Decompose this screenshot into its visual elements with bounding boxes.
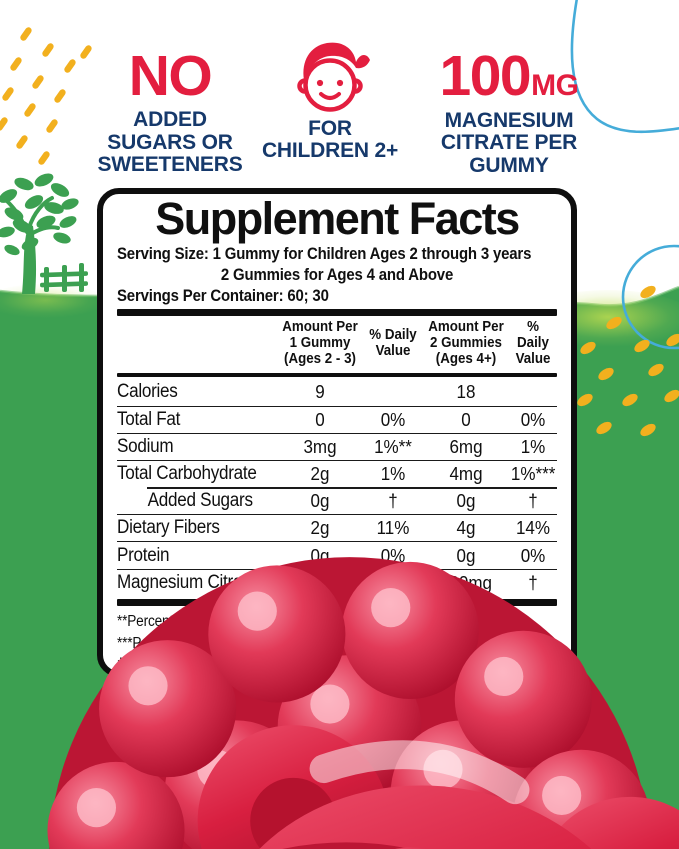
table-row: Total Carbohydrate 2g 1% 4mg 1%***: [117, 461, 557, 490]
nutrient-name: Added Sugars: [147, 489, 253, 511]
col-header-amount-1-gummy: Amount Per 1 Gummy (Ages 2 - 3): [282, 318, 358, 367]
leaf-image: [637, 556, 679, 849]
table-row: Total Fat 0 0% 0 0%: [117, 407, 557, 434]
daily-value-2: 0%: [520, 544, 546, 566]
supplement-facts-panel: Supplement Facts Serving Size: 1 Gummy f…: [97, 188, 577, 677]
nutrient-name: Total Fat: [117, 408, 181, 430]
badge-magnesium-per-gummy: 100 MG MAGNESIUM CITRATE PER GUMMY: [413, 44, 605, 177]
badge-for-children: FOR CHILDREN 2+: [252, 34, 408, 163]
supplement-table-header: Amount Per 1 Gummy (Ages 2 - 3) % Daily …: [117, 318, 557, 371]
mg-unit: MG: [531, 69, 579, 102]
daily-value-1: 0%: [380, 408, 406, 430]
amount-1-gummy: 2g: [310, 517, 330, 539]
fence: [40, 263, 89, 292]
daily-value-1: 1%**: [374, 436, 412, 458]
daily-value-2: 1%: [520, 436, 546, 458]
daily-value-2: 14%: [515, 517, 551, 539]
table-row: Calories 9 18: [117, 379, 557, 407]
amount-2-gummies: 18: [456, 381, 476, 403]
badge-line: SUGARS OR: [107, 130, 233, 154]
amount-2-gummies: 4mg: [449, 463, 483, 485]
col-header-daily-value-1: % Daily Value: [369, 326, 417, 359]
amount-2-gummies: 0g: [456, 489, 476, 511]
table-row: Sodium 3mg 1%** 6mg 1%: [117, 434, 557, 462]
daily-value-2: 1%***: [510, 463, 556, 485]
serving-size-line: Serving Size: 1 Gummy for Children Ages …: [117, 243, 532, 263]
daily-value-1: 11%: [376, 517, 410, 539]
badge-line: SWEETENERS: [97, 153, 243, 177]
child-face-icon: [297, 42, 370, 112]
footnote: **Percent Daily Value are based on a 1,0…: [117, 613, 443, 631]
scatter-dots: [577, 285, 679, 437]
daily-value-1: †: [388, 489, 398, 511]
nutrient-name: Sodium: [117, 436, 174, 458]
table-row: Dietary Fibers 2g 11% 4g 14%: [117, 515, 557, 543]
amount-1-gummy: 2g: [310, 463, 330, 485]
nutrient-name: Protein: [117, 544, 170, 566]
daily-value-2: †: [528, 572, 538, 594]
amount-1-gummy: 0: [315, 408, 325, 430]
badge-line: FOR: [308, 117, 352, 140]
serving-size-line2: 2 Gummies for Ages 4 and Above: [220, 264, 454, 284]
divider-thick-bottom: [117, 599, 557, 607]
footnote: † Daily value not established.: [117, 656, 290, 674]
badge-line: ADDED: [133, 108, 207, 132]
badge-line: CHILDREN 2+: [261, 139, 399, 163]
amount-1-gummy: 3mg: [303, 436, 337, 458]
amount-2-gummies: 0: [461, 408, 471, 430]
amount-1-gummy: 0g: [310, 489, 330, 511]
nutrient-name: Dietary Fibers: [117, 517, 220, 539]
amount-2-gummies: 0g: [456, 544, 476, 566]
other-ingredients-label: OTHER INGREDIENTS:: [97, 707, 253, 724]
amount-2-gummies: 200mg: [439, 572, 493, 594]
badge-line: CITRATE PER: [440, 131, 578, 155]
amount-2-gummies: 4g: [456, 517, 476, 539]
raspberry-image: [670, 634, 679, 849]
table-row: Protein 0g 0% 0g 0%: [117, 542, 557, 570]
amount-1-gummy: 9: [315, 381, 325, 403]
nutrient-name: Calories: [117, 381, 178, 403]
confetti-dashes: [0, 27, 92, 165]
daily-value-2: 0%: [520, 408, 546, 430]
other-ingredients-text: OTHER INGREDIENTS: FRUCTO OLIGOSACCHARID…: [97, 701, 537, 821]
servings-per-container: Servings Per Container: 60; 30: [117, 285, 329, 305]
col-header-amount-2-gummies: Amount Per 2 Gummies (Ages 4+): [428, 318, 504, 367]
table-row: Magnesium Citrate 100mg † 200mg †: [117, 570, 557, 596]
mg-amount: 100: [439, 44, 532, 108]
daily-value-1: 0%: [380, 544, 406, 566]
footnotes: **Percent Daily Value are based on a 1,0…: [117, 611, 557, 676]
badge-line: GUMMY: [469, 153, 549, 177]
table-row: Added Sugars 0g † 0g †: [117, 488, 557, 516]
amount-1-gummy: 0g: [310, 544, 330, 566]
daily-value-1: 1%: [380, 463, 406, 485]
circle-outline: [621, 244, 679, 350]
tree-silhouette: [0, 173, 89, 294]
footnote: ***Percent Daily Value are based on a 2,…: [117, 634, 448, 652]
amount-2-gummies: 6mg: [449, 436, 483, 458]
nutrient-name: Total Carbohydrate: [117, 463, 257, 485]
nutrient-name: Magnesium Citrate: [117, 572, 256, 594]
daily-value-2: †: [528, 489, 538, 511]
supplement-table-rows: Calories 9 18 Total Fat 0 0% 0 0% Sodium…: [117, 379, 557, 596]
badge-line: MAGNESIUM: [444, 109, 574, 132]
divider-medium: [117, 372, 557, 378]
daily-value-1: †: [388, 572, 398, 594]
no-headline: NO: [128, 44, 213, 108]
divider-thick: [117, 308, 557, 316]
amount-1-gummy: 100mg: [293, 572, 347, 594]
raspberry-image: [29, 842, 662, 849]
col-header-daily-value-2: % Daily Value: [515, 318, 551, 367]
panel-title: Supplement Facts: [155, 193, 520, 244]
badge-no-added-sugars: NO ADDED SUGARS OR SWEETENERS: [86, 44, 254, 177]
